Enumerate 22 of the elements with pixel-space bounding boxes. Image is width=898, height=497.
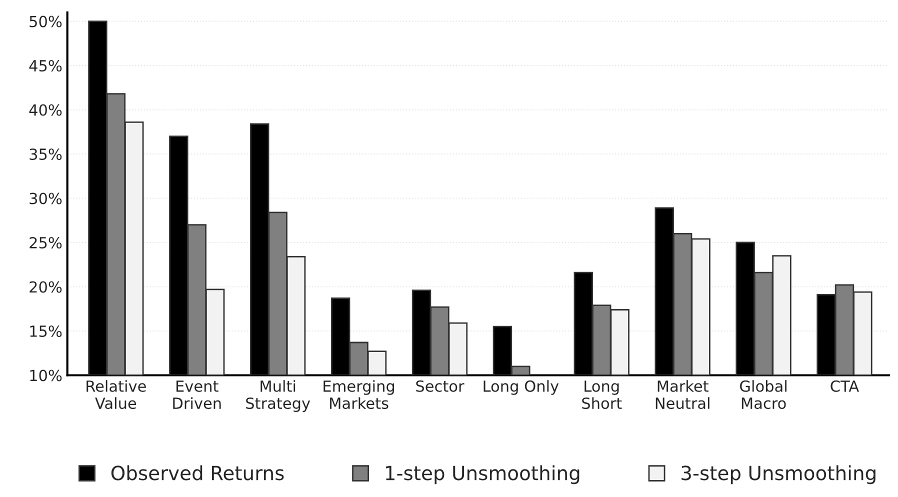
y-tick-label: 50% [30,16,62,28]
y-tick-label: 10% [30,370,62,382]
legend-label: 3-step Unsmoothing [682,465,876,484]
y-tick-label: 25% [30,236,62,249]
x-tick-label: Market Neutral [656,380,710,410]
x-tick-label: Long Short [582,380,622,410]
x-tick-label: Long Only [484,380,559,395]
y-tick-label: 45% [29,60,62,72]
y-tick-label: 35% [30,148,62,160]
y-tick-label: 15% [30,325,62,338]
x-tick-label: Event Driven [173,380,221,410]
y-tick-label: 40% [29,104,62,116]
x-tick-label: Relative Value [86,380,146,410]
legend-label: 1-step Unsmoothing [386,465,580,484]
x-tick-label: Multi Strategy [246,380,310,412]
y-tick-label: 30% [30,192,62,204]
x-tick-label: Emerging Markets [324,380,394,410]
y-tick-label: 20% [30,281,62,293]
legend-label: Observed Returns [111,465,284,480]
x-tick-label: CTA [830,380,860,392]
x-tick-label: Global Macro [740,380,786,410]
x-tick-label: Sector [416,380,464,392]
